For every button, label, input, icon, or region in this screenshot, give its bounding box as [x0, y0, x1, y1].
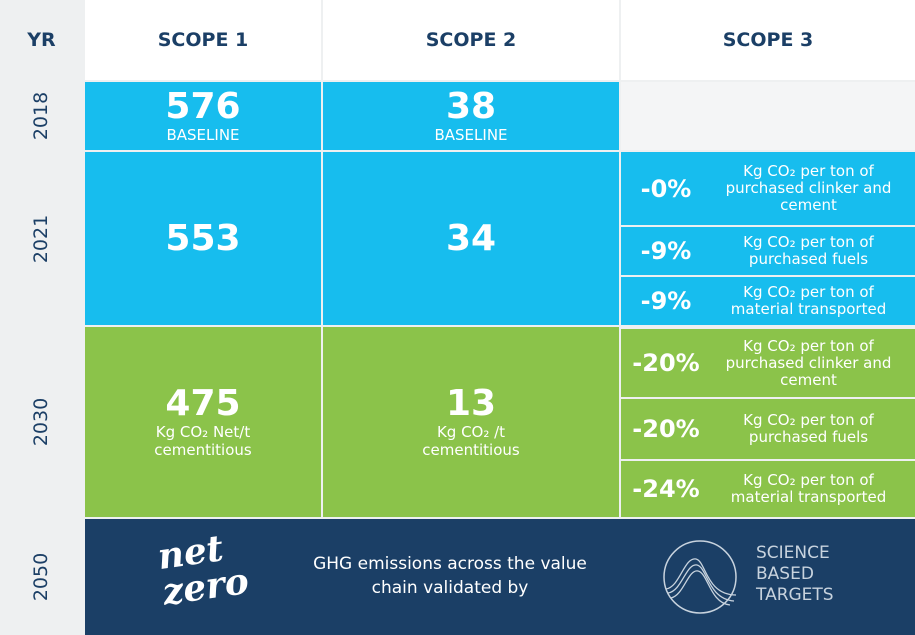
scope3-cell: -20% Kg CO₂ per ton of purchased clinker … — [621, 329, 915, 397]
label: Kg CO₂ per ton of purchased clinker and … — [725, 336, 892, 389]
net-zero-banner: net zero GHG emissions across the value … — [85, 519, 915, 635]
sbt-text: BASED — [756, 564, 814, 584]
value: 475 — [165, 383, 241, 424]
scope1-cell: 475 Kg CO₂ Net/t cementitious — [85, 327, 321, 517]
value: -24% — [632, 475, 700, 503]
header-text: SCOPE 1 — [157, 29, 249, 51]
value: 34 — [445, 217, 497, 259]
year-cell: 2021 — [0, 152, 83, 325]
year: 2050 — [30, 552, 53, 602]
header-cell: SCOPE 2 — [323, 0, 619, 80]
scope2-cell: 38 BASELINE — [323, 82, 619, 150]
label: Kg CO₂ per ton of purchased fuels — [743, 411, 874, 446]
header-cell: YR — [0, 0, 83, 80]
scope3-cell: -24% Kg CO₂ per ton of material transport… — [621, 461, 915, 517]
label: BASELINE — [434, 126, 508, 144]
scope3-cell: -0% Kg CO₂ per ton of purchased clinker a… — [621, 152, 915, 225]
sbt-wordmark: SCIENCE BASED TARGETS — [756, 543, 834, 606]
scope3-cell: -9% Kg CO₂ per ton of purchased fuels — [621, 227, 915, 275]
value: 576 — [165, 86, 241, 127]
label: Kg CO₂ per ton of purchased clinker and … — [725, 162, 892, 214]
scope1-cell: 576 BASELINE — [85, 82, 321, 150]
year-cell: 2018 — [0, 82, 83, 150]
year: 2021 — [30, 214, 53, 263]
value: 553 — [165, 217, 241, 259]
scope2-cell: 13 Kg CO₂ /t cementitious — [323, 327, 619, 517]
year: 2018 — [30, 91, 53, 141]
header-cell: SCOPE 1 — [85, 0, 321, 80]
header-cell: SCOPE 3 — [621, 0, 915, 80]
value: 13 — [445, 383, 497, 424]
header-text: SCOPE 3 — [722, 29, 814, 51]
scope1-cell: 553 — [85, 152, 321, 325]
label: BASELINE — [166, 126, 240, 144]
net-zero-logo: net zero — [155, 527, 252, 614]
header-text: YR — [27, 29, 56, 51]
scope3-cell: -20% Kg CO₂ per ton of purchased fuels — [621, 399, 915, 459]
year-cell: 2050 — [0, 519, 83, 635]
value: 38 — [445, 86, 497, 127]
value: -0% — [640, 174, 692, 203]
value: -20% — [632, 415, 700, 443]
value: -9% — [640, 287, 692, 315]
value: -9% — [640, 237, 692, 265]
label: Kg CO₂ per ton of purchased fuels — [743, 233, 874, 268]
label: Kg CO₂ /t cementitious — [422, 423, 520, 459]
sbt-text: TARGETS — [756, 585, 834, 605]
header-text: SCOPE 2 — [425, 29, 517, 51]
year-cell: 2030 — [0, 327, 83, 517]
label: Kg CO₂ per ton of material transported — [730, 283, 887, 318]
scope3-cell: -9% Kg CO₂ per ton of material transporte… — [621, 277, 915, 325]
sbt-text: SCIENCE — [756, 543, 830, 563]
sbt-icon — [663, 540, 737, 614]
label: Kg CO₂ per ton of material transported — [730, 471, 887, 506]
year: 2030 — [30, 397, 53, 447]
value: -20% — [632, 349, 700, 377]
label: Kg CO₂ Net/t cementitious — [154, 423, 252, 459]
description: GHG emissions across the value chain val… — [313, 554, 587, 598]
logo-text: zero — [160, 560, 252, 614]
empty-cell — [621, 82, 915, 150]
scope2-cell: 34 — [323, 152, 619, 325]
